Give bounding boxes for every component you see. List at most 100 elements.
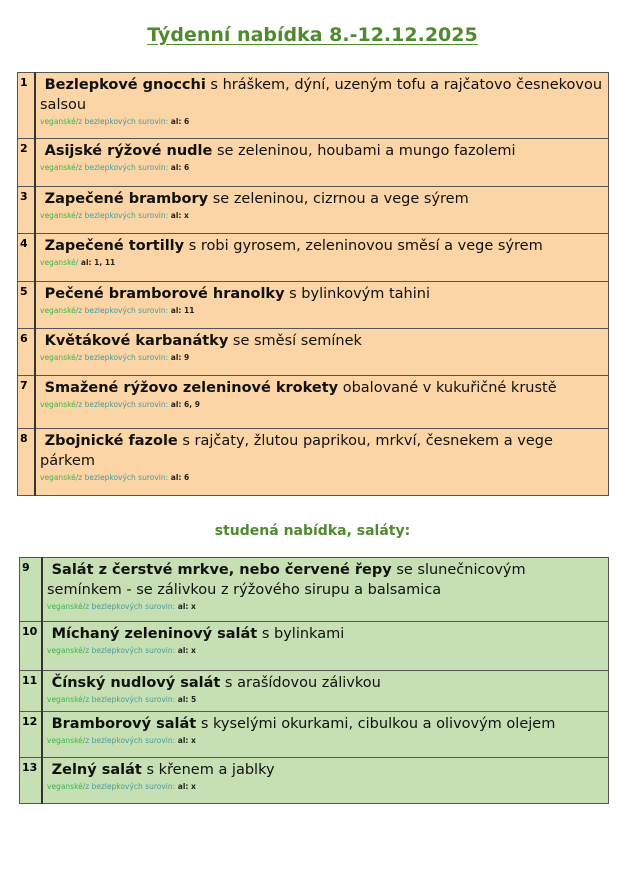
item-name: Bezlepkové gnocchi	[44, 77, 206, 93]
item-number: 11	[19, 670, 43, 712]
gluten-free-label: /z bezlepkových surovin:	[82, 602, 176, 611]
item-cell: Míchaný zeleninový salát s bylinkami veg…	[41, 621, 609, 671]
menu-item-row: 2 Asijské rýžové nudle se zeleninou, hou…	[17, 138, 609, 187]
item-detail: s bylinkami	[257, 626, 345, 642]
item-number: 5	[17, 281, 36, 329]
gluten-free-label: /z bezlepkových surovin:	[75, 353, 169, 362]
item-detail: s kyselými okurkami, cibulkou a olivovým…	[196, 716, 556, 732]
item-diet-note: veganské/z bezlepkových surovin: al: 6	[40, 116, 604, 127]
allergens: al: 5	[175, 695, 197, 704]
vegan-label: veganské	[40, 473, 76, 482]
cold-menu-table: 9 Salát z čerstvé mrkve, nebo červené ře…	[19, 557, 609, 804]
item-number: 3	[17, 186, 36, 234]
item-detail: s robi gyrosem, zeleninovou směsí a vege…	[184, 238, 543, 254]
item-diet-note: veganské/z bezlepkových surovin: al: 6	[40, 472, 604, 483]
item-description: Pečené bramborové hranolky s bylinkovým …	[40, 284, 604, 304]
menu-item-row: 9 Salát z čerstvé mrkve, nebo červené ře…	[19, 557, 609, 622]
vegan-label: veganské	[47, 736, 83, 745]
allergens: al: 6	[168, 117, 190, 126]
hot-menu-table: 1 Bezlepkové gnocchi s hráškem, dýní, uz…	[17, 72, 609, 496]
item-detail: s hráškem, dýní, uzeným tofu a rajčatovo…	[40, 77, 603, 113]
item-number: 8	[17, 428, 36, 496]
item-description: Zelný salát s křenem a jablky	[47, 760, 604, 780]
item-description: Zapečené brambory se zeleninou, cizrnou …	[40, 189, 604, 209]
vegan-label: veganské	[40, 117, 76, 126]
item-cell: Zelný salát s křenem a jablky veganské/z…	[41, 757, 609, 804]
item-number: 6	[17, 328, 36, 376]
allergens: al: 1, 11	[78, 258, 116, 267]
item-cell: Salát z čerstvé mrkve, nebo červené řepy…	[41, 557, 609, 622]
vegan-label: veganské	[47, 602, 83, 611]
page-title: Týdenní nabídka 8.-12.12.2025	[147, 24, 478, 46]
item-name: Bramborový salát	[51, 716, 197, 732]
item-description: Asijské rýžové nudle se zeleninou, houba…	[40, 141, 604, 161]
menu-item-row: 1 Bezlepkové gnocchi s hráškem, dýní, uz…	[17, 72, 609, 139]
item-cell: Asijské rýžové nudle se zeleninou, houba…	[34, 138, 609, 187]
item-name: Zapečené tortilly	[44, 238, 185, 254]
menu-item-row: 10 Míchaný zeleninový salát s bylinkami …	[19, 621, 609, 671]
item-description: Bezlepkové gnocchi s hráškem, dýní, uzen…	[40, 75, 604, 115]
item-name: Asijské rýžové nudle	[44, 143, 213, 159]
item-description: Zapečené tortilly s robi gyrosem, zeleni…	[40, 236, 604, 256]
item-cell: Květákové karbanátky se směsí semínek ve…	[34, 328, 609, 376]
item-name: Zelný salát	[51, 762, 142, 778]
item-description: Smažené rýžovo zeleninové krokety obalov…	[40, 378, 604, 398]
gluten-free-label: /z bezlepkových surovin:	[82, 695, 176, 704]
vegan-label: veganské	[40, 163, 76, 172]
allergens: al: 6	[168, 473, 190, 482]
item-number: 13	[19, 757, 43, 804]
gluten-free-label: /z bezlepkových surovin:	[82, 782, 176, 791]
allergens: al: x	[175, 736, 196, 745]
item-cell: Zbojnické fazole s rajčaty, žlutou papri…	[34, 428, 609, 496]
gluten-free-label: /z bezlepkových surovin:	[82, 646, 176, 655]
item-cell: Smažené rýžovo zeleninové krokety obalov…	[34, 375, 609, 429]
gluten-free-label: /z bezlepkových surovin:	[75, 117, 169, 126]
item-detail: se zeleninou, houbami a mungo fazolemi	[212, 143, 516, 159]
item-description: Čínský nudlový salát s arašídovou zálivk…	[47, 673, 604, 693]
vegan-label: veganské	[40, 400, 76, 409]
item-number: 1	[17, 72, 36, 139]
item-cell: Zapečené tortilly s robi gyrosem, zeleni…	[34, 233, 609, 282]
item-cell: Zapečené brambory se zeleninou, cizrnou …	[34, 186, 609, 234]
vegan-label: veganské	[47, 782, 83, 791]
item-detail: se směsí semínek	[228, 333, 362, 349]
vegan-label: veganské	[40, 211, 76, 220]
allergens: al: x	[175, 782, 196, 791]
item-detail: s křenem a jablky	[141, 762, 275, 778]
item-diet-note: veganské/ al: 1, 11	[40, 257, 604, 268]
gluten-free-label: /	[75, 258, 79, 267]
item-number: 12	[19, 711, 43, 758]
item-name: Pečené bramborové hranolky	[44, 286, 285, 302]
item-cell: Bramborový salát s kyselými okurkami, ci…	[41, 711, 609, 758]
item-detail: s rajčaty, žlutou paprikou, mrkví, česne…	[40, 433, 553, 469]
item-detail: obalované v kukuřičné krustě	[338, 380, 557, 396]
item-description: Bramborový salát s kyselými okurkami, ci…	[47, 714, 604, 734]
vegan-label: veganské	[40, 353, 76, 362]
item-name: Míchaný zeleninový salát	[51, 626, 258, 642]
item-diet-note: veganské/z bezlepkových surovin: al: x	[47, 601, 604, 612]
allergens: al: 6	[168, 163, 190, 172]
item-detail: se zeleninou, cizrnou a vege sýrem	[208, 191, 469, 207]
item-description: Míchaný zeleninový salát s bylinkami	[47, 624, 604, 644]
item-diet-note: veganské/z bezlepkových surovin: al: 6, …	[40, 399, 604, 410]
item-description: Zbojnické fazole s rajčaty, žlutou papri…	[40, 431, 604, 471]
item-number: 10	[19, 621, 43, 671]
item-diet-note: veganské/z bezlepkových surovin: al: x	[47, 735, 604, 746]
menu-item-row: 13 Zelný salát s křenem a jablky vegansk…	[19, 757, 609, 804]
item-name: Zbojnické fazole	[44, 433, 178, 449]
item-detail: s arašídovou zálivkou	[220, 675, 381, 691]
menu-item-row: 8 Zbojnické fazole s rajčaty, žlutou pap…	[17, 428, 609, 496]
menu-item-row: 12 Bramborový salát s kyselými okurkami,…	[19, 711, 609, 758]
item-cell: Bezlepkové gnocchi s hráškem, dýní, uzen…	[34, 72, 609, 139]
item-name: Zapečené brambory	[44, 191, 209, 207]
allergens: al: x	[175, 602, 196, 611]
gluten-free-label: /z bezlepkových surovin:	[75, 211, 169, 220]
item-diet-note: veganské/z bezlepkových surovin: al: 5	[47, 694, 604, 705]
item-number: 4	[17, 233, 36, 282]
item-diet-note: veganské/z bezlepkových surovin: al: x	[47, 645, 604, 656]
item-diet-note: veganské/z bezlepkových surovin: al: 11	[40, 305, 604, 316]
allergens: al: 11	[168, 306, 195, 315]
item-number: 9	[19, 557, 43, 622]
item-name: Čínský nudlový salát	[51, 675, 221, 691]
vegan-label: veganské	[47, 695, 83, 704]
